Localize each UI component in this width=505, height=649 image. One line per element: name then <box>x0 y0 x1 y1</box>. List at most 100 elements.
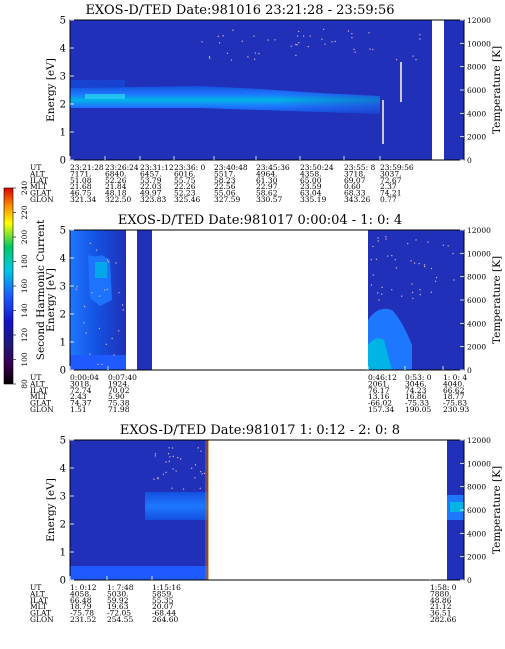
temperature-dot <box>247 56 249 58</box>
panel-3-cell-glat: -72.05 <box>107 609 131 618</box>
temperature-dot <box>430 291 432 293</box>
temperature-dot <box>201 473 203 475</box>
panel-1-y2-label: Temperature [K] <box>491 46 503 134</box>
panel-2-cell-ilat: 74.23 <box>405 386 427 395</box>
panel-2-gap-1 <box>126 230 136 370</box>
panel-1-cell-ilat: 55.75 <box>174 176 196 185</box>
panel-1-cell-ilat: 52.26 <box>105 176 127 185</box>
temperature-dot <box>435 276 438 279</box>
temperature-dot <box>253 35 255 37</box>
panel-2-y-tick-label: 0 <box>60 366 66 377</box>
panel-2-cell-alt: 3046. <box>405 379 426 388</box>
temperature-dot <box>200 471 202 473</box>
panel-3-edge-streak <box>205 440 209 580</box>
panel-1-y2-tick-label: 4000 <box>467 109 486 118</box>
panel-3-cell-mlt: 21.12 <box>430 602 452 611</box>
temperature-dot <box>435 280 437 282</box>
panel-2-cell-mlt: 18.77 <box>443 392 465 401</box>
panel-1-cell-glat: 49.97 <box>140 189 162 198</box>
panel-3-row-label-glat: GLAT <box>30 609 51 618</box>
panel-3-cell-ilat: 66.48 <box>70 596 92 605</box>
colorbar-tick-label: 200 <box>20 230 29 245</box>
temperature-dot <box>274 39 276 41</box>
panel-3-cell-mlt: 19.63 <box>107 602 129 611</box>
panel-1-band-upper-edge <box>70 80 125 88</box>
temperature-dot <box>226 52 229 54</box>
panel-3-low-energy <box>70 566 208 580</box>
panel-1-cell-glat: 55.06 <box>214 189 236 198</box>
panel-1-row-label-glon: GLON <box>30 195 54 204</box>
temperature-dot <box>209 57 211 59</box>
temperature-dot <box>452 252 454 255</box>
panel-1-cell-mlt: 21.84 <box>105 182 127 191</box>
temperature-dot <box>296 35 299 37</box>
panel-1-cell-glat: 48.18 <box>105 189 127 198</box>
temperature-dot <box>122 309 124 311</box>
panel-2-cell-alt: 4040. <box>443 379 464 388</box>
temperature-dot <box>307 45 309 48</box>
panel-3-cell-glon: 282.66 <box>430 615 456 624</box>
temperature-dot <box>410 260 412 262</box>
panel-3-cell-ilat: 59.92 <box>107 596 129 605</box>
temperature-dot <box>241 40 243 42</box>
temperature-dot <box>177 457 179 459</box>
temperature-dot <box>411 291 414 294</box>
panel-1-cell-glat: 63.04 <box>300 189 322 198</box>
panel-1-cell-glon: 322.50 <box>105 195 131 204</box>
panel-2-y-tick-label: 4 <box>60 254 66 265</box>
panel-2-cell-glon: 1.51 <box>70 405 87 414</box>
panel-2-cell-ut: 0:00:04 <box>70 373 99 382</box>
temperature-dot <box>370 259 372 261</box>
panel-1-cell-glon: 0.77 <box>380 195 397 204</box>
panel-2-cell-glat: -75.83 <box>443 399 467 408</box>
temperature-dot <box>370 284 372 286</box>
panel-1-cell-ilat: 53.79 <box>140 176 162 185</box>
panel-1-cell-ut: 23:40:48 <box>214 163 248 172</box>
panel-3-cell-alt: 5030. <box>107 589 128 598</box>
temperature-dot <box>430 267 433 270</box>
panel-1-cell-mlt: 2.37 <box>380 182 397 191</box>
panel-1-cell-ut: 23:26:24 <box>105 163 139 172</box>
temperature-dot <box>175 470 177 472</box>
temperature-dot <box>351 36 353 39</box>
panel-2-cell-glon: 157.34 <box>368 405 394 414</box>
temperature-dot <box>169 456 171 458</box>
temperature-dot <box>85 332 87 334</box>
panel-2-cell-glat: -66.02 <box>368 399 392 408</box>
panel-1-cell-mlt: 22.26 <box>174 182 196 191</box>
temperature-dot <box>298 42 300 44</box>
temperature-dot <box>103 289 106 291</box>
panel-1-cell-glon: 330.57 <box>256 195 282 204</box>
panel-3-cell-glon: 264.60 <box>152 615 178 624</box>
panel-1-vertical-streak-1 <box>382 100 384 144</box>
panel-3-cell-glat: -68.44 <box>152 609 176 618</box>
panel-1-cell-alt: 3718. <box>344 169 365 178</box>
temperature-dot <box>99 295 101 297</box>
temperature-dot <box>419 293 421 296</box>
temperature-dot <box>354 51 356 53</box>
panel-1-y-tick-label: 3 <box>60 72 66 83</box>
panel-1-cell-mlt: 21.68 <box>70 182 92 191</box>
panel-1-y2-tick-label: 12000 <box>467 16 491 25</box>
panel-3-y-tick-label: 0 <box>60 576 66 587</box>
colorbar-tick-label: 240 <box>20 181 29 196</box>
panel-2-segment-3-core <box>368 338 392 370</box>
temperature-dot <box>412 55 414 57</box>
temperature-dot <box>296 44 298 46</box>
temperature-dot <box>197 447 199 449</box>
panel-2-cell-mlt: 2.43 <box>70 392 87 401</box>
temperature-dot <box>385 236 387 238</box>
panel-3-row-label-mlt: MLT <box>30 602 47 611</box>
temperature-dot <box>407 242 409 245</box>
panel-1-y-tick-label: 1 <box>60 128 66 139</box>
panel-2-cell-mlt: 13.16 <box>368 392 390 401</box>
temperature-dot <box>222 35 224 37</box>
panel-2-y2-tick-label: 12000 <box>467 226 491 235</box>
temperature-dot <box>232 29 234 31</box>
temperature-dot <box>218 42 221 44</box>
panel-1-cell-glat: 52.23 <box>174 189 196 198</box>
temperature-dot <box>395 267 397 269</box>
panel-1-y2-tick-label: 8000 <box>467 63 486 72</box>
panel-3-heatmap <box>69 439 465 581</box>
temperature-dot <box>165 471 167 473</box>
